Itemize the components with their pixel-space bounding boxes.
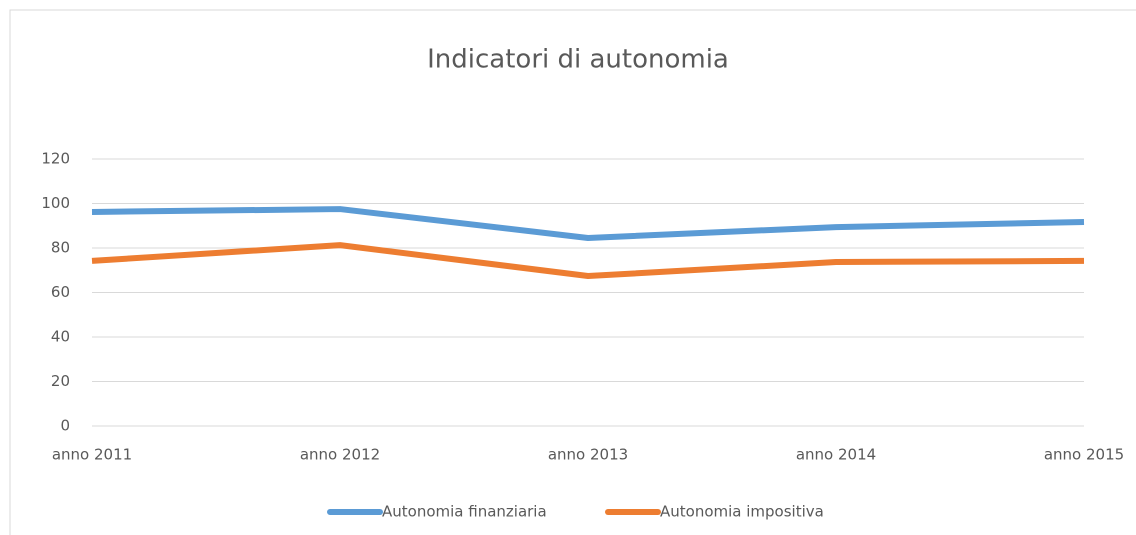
x-tick-label: anno 2011 (52, 446, 132, 464)
y-tick-label: 60 (51, 283, 70, 301)
y-tick-label: 0 (60, 417, 70, 435)
x-tick-label: anno 2014 (796, 446, 876, 464)
y-tick-label: 80 (51, 239, 70, 257)
y-tick-label: 120 (41, 150, 70, 168)
series-line (91, 206, 1085, 241)
y-tick-label: 100 (41, 194, 70, 212)
legend-label: Autonomia impositiva (660, 503, 824, 521)
legend-label: Autonomia finanziaria (382, 503, 547, 521)
series-line (91, 242, 1085, 280)
x-tick-label: anno 2015 (1044, 446, 1124, 464)
chart-title: Indicatori di autonomia (427, 45, 729, 75)
y-tick-label: 40 (51, 328, 70, 346)
y-tick-label: 20 (51, 372, 70, 390)
x-tick-label: anno 2012 (300, 446, 380, 464)
x-tick-label: anno 2013 (548, 446, 628, 464)
chart-border (9, 9, 1136, 535)
